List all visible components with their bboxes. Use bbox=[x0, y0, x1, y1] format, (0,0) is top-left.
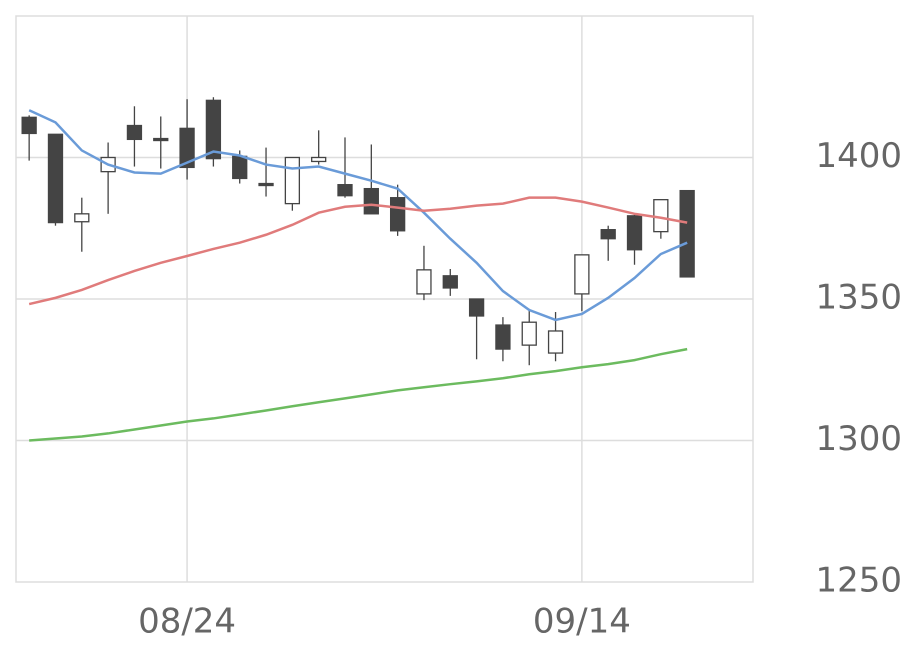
candle-body bbox=[389, 197, 406, 232]
y-tick-label: 1350 bbox=[815, 278, 902, 318]
moving-average-line bbox=[28, 109, 688, 322]
candle-body bbox=[205, 99, 222, 160]
candle-body bbox=[284, 156, 301, 205]
candle-body bbox=[21, 116, 37, 135]
plot-frame bbox=[15, 15, 754, 583]
candle-body bbox=[74, 213, 90, 223]
y-tick-label: 1400 bbox=[815, 136, 902, 176]
candle-body bbox=[363, 187, 379, 215]
candle-body bbox=[47, 133, 64, 224]
candle-body bbox=[232, 155, 248, 180]
candle-body bbox=[574, 254, 590, 295]
candle-body bbox=[547, 330, 564, 354]
candle-body bbox=[311, 156, 327, 163]
candle-body bbox=[179, 127, 195, 169]
candle-body bbox=[653, 199, 669, 233]
candle-body bbox=[442, 275, 458, 289]
candle-body bbox=[521, 321, 537, 346]
y-tick-label: 1300 bbox=[815, 419, 902, 459]
moving-average-line bbox=[28, 196, 688, 306]
candle-body bbox=[126, 124, 143, 141]
candle-body bbox=[416, 269, 432, 295]
candle-body bbox=[153, 137, 169, 142]
x-tick-label: 08/24 bbox=[138, 602, 236, 642]
moving-average-line bbox=[29, 347, 688, 442]
candle-body bbox=[495, 324, 511, 350]
y-tick-label: 1250 bbox=[815, 561, 902, 601]
candle-body bbox=[468, 298, 485, 317]
candle-body bbox=[626, 215, 643, 251]
candle-body bbox=[337, 184, 353, 197]
candle-body bbox=[258, 182, 274, 187]
candle-body bbox=[679, 189, 695, 278]
candle-body bbox=[600, 229, 616, 240]
x-tick-label: 09/14 bbox=[533, 602, 631, 642]
